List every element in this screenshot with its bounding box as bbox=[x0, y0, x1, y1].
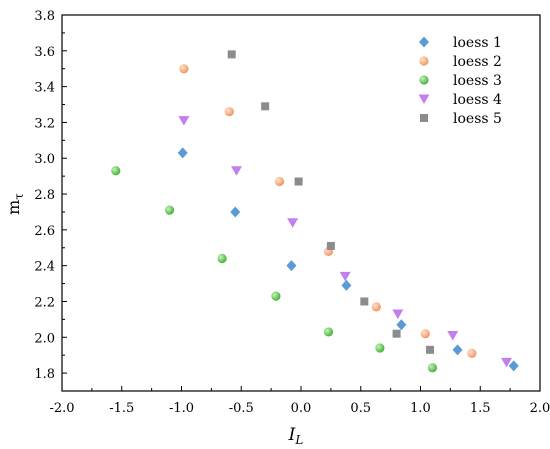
plot-frame bbox=[61, 14, 541, 392]
data-point bbox=[230, 166, 242, 176]
data-point bbox=[274, 176, 285, 187]
data-point bbox=[271, 291, 281, 301]
legend-item: loess 2 bbox=[419, 54, 502, 70]
data-point bbox=[427, 363, 438, 373]
y-tick-label: 2.8 bbox=[34, 188, 55, 203]
data-point bbox=[230, 206, 241, 218]
data-point bbox=[392, 329, 401, 338]
legend-label: loess 4 bbox=[453, 92, 502, 108]
data-point bbox=[501, 357, 513, 368]
plot-axes bbox=[61, 14, 541, 392]
y-tick-label: 3.6 bbox=[34, 45, 55, 60]
data-point bbox=[326, 241, 335, 250]
data-point bbox=[178, 116, 190, 126]
x-tick-label: 2.0 bbox=[530, 401, 550, 416]
y-tick-label: 2.4 bbox=[34, 260, 55, 275]
data-point bbox=[177, 147, 188, 159]
data-point bbox=[396, 319, 407, 331]
axis-ticks: -2.0 -1.5 -1.0 -0.5 0.0 0.5 1.0 1.5 2.0 1.8 2.0 2.2… bbox=[34, 9, 550, 416]
data-point bbox=[375, 343, 385, 353]
series-loess-3 bbox=[111, 166, 438, 373]
legend-marker bbox=[418, 94, 430, 104]
data-point bbox=[447, 330, 459, 341]
data-point bbox=[294, 177, 303, 186]
data-points bbox=[111, 50, 519, 373]
x-axis-title: IL bbox=[288, 425, 304, 447]
data-point bbox=[426, 345, 435, 354]
data-point bbox=[467, 348, 477, 358]
y-tick-label: 2.2 bbox=[34, 295, 55, 310]
legend-item: loess 1 bbox=[419, 35, 502, 51]
x-tick-label: 0.0 bbox=[291, 401, 312, 416]
data-point bbox=[371, 302, 381, 312]
x-tick-label: -1.5 bbox=[109, 401, 134, 416]
y-tick-label: 3.2 bbox=[34, 116, 55, 131]
data-point bbox=[286, 260, 297, 272]
x-axis-title-sub: L bbox=[294, 433, 303, 447]
y-axis-title-main: m bbox=[4, 200, 23, 215]
y-tick-label: 3.4 bbox=[34, 81, 55, 96]
legend-item: loess 3 bbox=[419, 73, 502, 89]
legend-label: loess 2 bbox=[453, 54, 502, 70]
data-point bbox=[227, 50, 236, 59]
data-point bbox=[339, 271, 351, 282]
series-loess-1 bbox=[177, 147, 519, 372]
y-tick-label: 2.6 bbox=[34, 224, 55, 239]
legend-marker bbox=[419, 75, 429, 85]
data-point bbox=[287, 218, 299, 228]
series-loess-5 bbox=[227, 50, 435, 354]
legend-marker bbox=[420, 114, 428, 122]
x-tick-label: 1.5 bbox=[470, 401, 491, 416]
series-loess-4 bbox=[178, 116, 513, 368]
y-tick-label: 2.0 bbox=[34, 331, 55, 346]
x-tick-label: 0.5 bbox=[350, 401, 371, 416]
legend-marker bbox=[419, 36, 429, 48]
data-point bbox=[452, 344, 463, 356]
legend-label: loess 5 bbox=[453, 111, 502, 127]
data-point bbox=[508, 360, 519, 372]
series-loess-2 bbox=[179, 64, 477, 358]
x-tick-label: -0.5 bbox=[229, 401, 254, 416]
data-point bbox=[224, 107, 234, 117]
y-axis-title: mτ bbox=[4, 193, 26, 215]
legend-item: loess 4 bbox=[418, 92, 502, 108]
data-point bbox=[217, 253, 227, 264]
data-point bbox=[111, 166, 121, 176]
data-point bbox=[323, 327, 334, 337]
y-axis-title-sub: τ bbox=[12, 193, 26, 200]
y-tick-label: 3.0 bbox=[34, 152, 55, 167]
data-point bbox=[420, 329, 430, 339]
data-point bbox=[164, 205, 175, 215]
data-point bbox=[179, 64, 189, 74]
data-point bbox=[360, 297, 369, 306]
legend: loess 1 loess 2 loess 3 loess 4 loess 5 bbox=[418, 35, 502, 127]
x-axis-title-main: I bbox=[288, 425, 296, 445]
legend-label: loess 3 bbox=[453, 73, 502, 89]
legend-item: loess 5 bbox=[420, 111, 502, 127]
y-tick-label: 3.8 bbox=[34, 9, 55, 24]
data-point bbox=[341, 279, 352, 291]
legend-label: loess 1 bbox=[453, 35, 502, 51]
data-point bbox=[392, 309, 404, 320]
data-point bbox=[261, 102, 270, 111]
x-tick-label: -2.0 bbox=[49, 401, 74, 416]
x-tick-label: -1.0 bbox=[169, 401, 194, 416]
legend-marker bbox=[419, 56, 429, 66]
x-tick-label: 1.0 bbox=[410, 401, 431, 416]
y-tick-label: 1.8 bbox=[34, 367, 55, 382]
